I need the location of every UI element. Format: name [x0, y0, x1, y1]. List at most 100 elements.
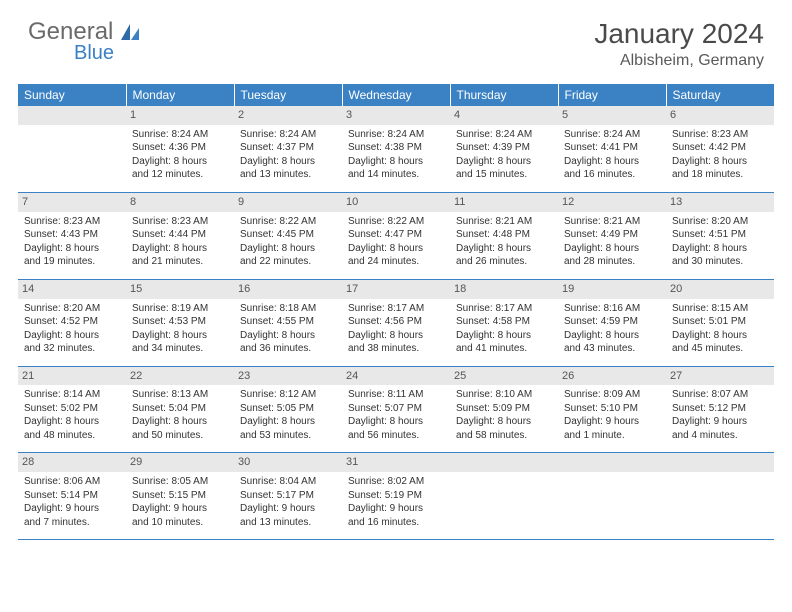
day-number: 9	[234, 193, 342, 212]
weekday-header: Wednesday	[342, 84, 450, 106]
daylight-line: Daylight: 9 hours	[564, 415, 660, 429]
calendar-day-cell: 31Sunrise: 8:02 AMSunset: 5:19 PMDayligh…	[342, 453, 450, 540]
daylight-line: and 1 minute.	[564, 429, 660, 443]
calendar-body: 1Sunrise: 8:24 AMSunset: 4:36 PMDaylight…	[18, 106, 774, 540]
daylight-line: and 58 minutes.	[456, 429, 552, 443]
calendar-day-cell: 10Sunrise: 8:22 AMSunset: 4:47 PMDayligh…	[342, 192, 450, 279]
daylight-line: and 32 minutes.	[24, 342, 120, 356]
daylight-line: and 16 minutes.	[564, 168, 660, 182]
day-number: 28	[18, 453, 126, 472]
day-number: 8	[126, 193, 234, 212]
daylight-line: Daylight: 8 hours	[132, 242, 228, 256]
sunrise-line: Sunrise: 8:04 AM	[240, 475, 336, 489]
sunset-line: Sunset: 4:41 PM	[564, 141, 660, 155]
sunset-line: Sunset: 5:10 PM	[564, 402, 660, 416]
calendar-day-cell	[666, 453, 774, 540]
calendar-day-cell: 1Sunrise: 8:24 AMSunset: 4:36 PMDaylight…	[126, 106, 234, 192]
day-number: 30	[234, 453, 342, 472]
daylight-line: Daylight: 8 hours	[132, 155, 228, 169]
daylight-line: and 34 minutes.	[132, 342, 228, 356]
sail-icon	[119, 22, 141, 42]
daylight-line: and 15 minutes.	[456, 168, 552, 182]
day-number: 4	[450, 106, 558, 125]
sunrise-line: Sunrise: 8:18 AM	[240, 302, 336, 316]
calendar-day-cell: 6 Sunrise: 8:23 AMSunset: 4:42 PMDaylight…	[666, 106, 774, 192]
day-number: 31	[342, 453, 450, 472]
sunrise-line: Sunrise: 8:22 AM	[348, 215, 444, 229]
daylight-line: and 36 minutes.	[240, 342, 336, 356]
sunrise-line: Sunrise: 8:24 AM	[132, 128, 228, 142]
day-number: 6	[666, 106, 774, 125]
calendar-day-cell: 7Sunrise: 8:23 AMSunset: 4:43 PMDaylight…	[18, 192, 126, 279]
daylight-line: and 28 minutes.	[564, 255, 660, 269]
weekday-header: Friday	[558, 84, 666, 106]
day-number: 1	[126, 106, 234, 125]
sunrise-line: Sunrise: 8:23 AM	[132, 215, 228, 229]
sunset-line: Sunset: 4:56 PM	[348, 315, 444, 329]
calendar-day-cell: 28Sunrise: 8:06 AMSunset: 5:14 PMDayligh…	[18, 453, 126, 540]
sunset-line: Sunset: 4:37 PM	[240, 141, 336, 155]
calendar-week-row: 21Sunrise: 8:14 AMSunset: 5:02 PMDayligh…	[18, 366, 774, 453]
brand-part2: Blue	[74, 42, 114, 65]
daylight-line: and 38 minutes.	[348, 342, 444, 356]
weekday-header: Tuesday	[234, 84, 342, 106]
calendar-day-cell: 3Sunrise: 8:24 AMSunset: 4:38 PMDaylight…	[342, 106, 450, 192]
sunset-line: Sunset: 5:02 PM	[24, 402, 120, 416]
calendar-day-cell: 24Sunrise: 8:11 AMSunset: 5:07 PMDayligh…	[342, 366, 450, 453]
daylight-line: and 43 minutes.	[564, 342, 660, 356]
calendar-day-cell: 27Sunrise: 8:07 AMSunset: 5:12 PMDayligh…	[666, 366, 774, 453]
day-number: 18	[450, 280, 558, 299]
daylight-line: Daylight: 8 hours	[672, 155, 768, 169]
daylight-line: and 18 minutes.	[672, 168, 768, 182]
sunrise-line: Sunrise: 8:05 AM	[132, 475, 228, 489]
calendar-day-cell: 8Sunrise: 8:23 AMSunset: 4:44 PMDaylight…	[126, 192, 234, 279]
daylight-line: Daylight: 8 hours	[672, 329, 768, 343]
sunset-line: Sunset: 4:58 PM	[456, 315, 552, 329]
day-number: 13	[666, 193, 774, 212]
daylight-line: and 7 minutes.	[24, 516, 120, 530]
weekday-header: Saturday	[666, 84, 774, 106]
sunset-line: Sunset: 4:43 PM	[24, 228, 120, 242]
sunset-line: Sunset: 4:42 PM	[672, 141, 768, 155]
sunset-line: Sunset: 4:39 PM	[456, 141, 552, 155]
sunrise-line: Sunrise: 8:20 AM	[672, 215, 768, 229]
daylight-line: Daylight: 8 hours	[240, 415, 336, 429]
sunset-line: Sunset: 4:48 PM	[456, 228, 552, 242]
daylight-line: Daylight: 8 hours	[564, 155, 660, 169]
sunrise-line: Sunrise: 8:12 AM	[240, 388, 336, 402]
day-number: 7	[18, 193, 126, 212]
day-number: 14	[18, 280, 126, 299]
sunrise-line: Sunrise: 8:16 AM	[564, 302, 660, 316]
daylight-line: Daylight: 9 hours	[672, 415, 768, 429]
day-number-empty	[558, 453, 666, 472]
sunrise-line: Sunrise: 8:06 AM	[24, 475, 120, 489]
calendar-day-cell: 23Sunrise: 8:12 AMSunset: 5:05 PMDayligh…	[234, 366, 342, 453]
calendar-day-cell: 11Sunrise: 8:21 AMSunset: 4:48 PMDayligh…	[450, 192, 558, 279]
daylight-line: Daylight: 8 hours	[672, 242, 768, 256]
calendar-day-cell: 13Sunrise: 8:20 AMSunset: 4:51 PMDayligh…	[666, 192, 774, 279]
sunrise-line: Sunrise: 8:21 AM	[456, 215, 552, 229]
daylight-line: and 19 minutes.	[24, 255, 120, 269]
sunset-line: Sunset: 5:07 PM	[348, 402, 444, 416]
daylight-line: Daylight: 8 hours	[456, 329, 552, 343]
day-number: 5	[558, 106, 666, 125]
sunset-line: Sunset: 4:38 PM	[348, 141, 444, 155]
daylight-line: Daylight: 8 hours	[348, 155, 444, 169]
daylight-line: and 16 minutes.	[348, 516, 444, 530]
sunset-line: Sunset: 4:45 PM	[240, 228, 336, 242]
day-number: 23	[234, 367, 342, 386]
calendar-day-cell: 29Sunrise: 8:05 AMSunset: 5:15 PMDayligh…	[126, 453, 234, 540]
calendar-day-cell: 15Sunrise: 8:19 AMSunset: 4:53 PMDayligh…	[126, 279, 234, 366]
calendar-table: Sunday Monday Tuesday Wednesday Thursday…	[18, 84, 774, 540]
daylight-line: Daylight: 8 hours	[348, 329, 444, 343]
day-number: 29	[126, 453, 234, 472]
weekday-header-row: Sunday Monday Tuesday Wednesday Thursday…	[18, 84, 774, 106]
sunrise-line: Sunrise: 8:07 AM	[672, 388, 768, 402]
daylight-line: and 10 minutes.	[132, 516, 228, 530]
sunrise-line: Sunrise: 8:17 AM	[348, 302, 444, 316]
sunrise-line: Sunrise: 8:23 AM	[672, 128, 768, 142]
daylight-line: and 14 minutes.	[348, 168, 444, 182]
sunset-line: Sunset: 4:53 PM	[132, 315, 228, 329]
sunrise-line: Sunrise: 8:24 AM	[564, 128, 660, 142]
daylight-line: Daylight: 8 hours	[132, 329, 228, 343]
